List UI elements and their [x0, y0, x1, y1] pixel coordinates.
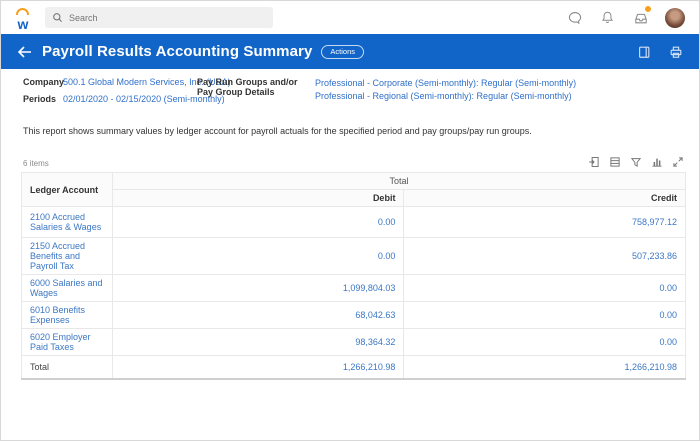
credit-value: 0.00	[403, 274, 686, 302]
filter-button[interactable]	[630, 156, 642, 168]
workday-logo-letter: w	[17, 15, 29, 32]
total-row-label: Total	[21, 355, 113, 379]
grid-view-button[interactable]	[609, 156, 621, 168]
inbox-badge	[644, 5, 652, 13]
paygroups-label: Pay Run Groups and/or Pay Group Details	[197, 77, 298, 97]
debit-value: 0.00	[111, 206, 405, 238]
credit-value: 507,233.86	[403, 237, 686, 275]
actions-button[interactable]: Actions	[321, 44, 365, 59]
company-label: Company	[23, 77, 65, 87]
grid-icon	[610, 157, 620, 167]
expand-button[interactable]	[672, 156, 684, 168]
debit-value: 98,364.32	[111, 328, 405, 356]
filter-icon	[630, 158, 642, 167]
print-button[interactable]	[668, 44, 684, 60]
top-bar: w	[1, 1, 699, 34]
credit-value: 758,977.12	[403, 206, 686, 238]
app-bar: Payroll Results Accounting Summary Actio…	[1, 34, 699, 69]
periods-label: Periods	[23, 94, 57, 104]
print-icon	[670, 46, 682, 58]
total-credit-value: 1,266,210.98	[403, 355, 686, 379]
debit-value: 1,099,804.03	[111, 274, 405, 302]
export-button[interactable]	[636, 44, 652, 60]
debit-value: 68,042.63	[111, 301, 405, 329]
payroll-summary-table: Ledger Account Total Debit Credit 2100 A…	[21, 172, 687, 380]
back-icon[interactable]	[16, 44, 32, 60]
credit-value: 0.00	[403, 328, 686, 356]
credit-value: 0.00	[403, 301, 686, 329]
paygroup-link-1[interactable]: Professional - Corporate (Semi-monthly):…	[315, 78, 577, 88]
search-icon	[53, 13, 63, 23]
table-row: 6010 Benefits Expenses 68,042.63 0.00	[21, 301, 686, 329]
workday-logo[interactable]: w	[13, 7, 33, 32]
profile-avatar[interactable]	[665, 7, 685, 28]
export-icon	[639, 46, 650, 58]
chat-icon	[568, 11, 581, 24]
grid-toolbar: 6 items	[23, 156, 684, 168]
company-link[interactable]: 500.1 Global Modern Services, Inc. (USA)	[63, 77, 231, 87]
column-header-total: Total	[111, 172, 687, 190]
global-search[interactable]	[45, 7, 273, 28]
ledger-account-link[interactable]: 2150 Accrued Benefits and Payroll Tax	[21, 237, 113, 275]
table-row: 6000 Salaries and Wages 1,099,804.03 0.0…	[21, 274, 686, 302]
chart-button[interactable]	[651, 156, 663, 168]
inbox-icon	[634, 13, 647, 23]
paygroup-link-2[interactable]: Professional - Regional (Semi-monthly): …	[315, 91, 572, 101]
search-input[interactable]	[45, 7, 273, 28]
column-header-ledger-account: Ledger Account	[21, 172, 113, 207]
top-bar-icons	[566, 5, 685, 28]
expand-icon	[673, 157, 683, 167]
ledger-account-link[interactable]: 6000 Salaries and Wages	[21, 274, 113, 302]
table-row: 2100 Accrued Salaries & Wages 0.00 758,9…	[21, 206, 686, 238]
ledger-account-link[interactable]: 6010 Benefits Expenses	[21, 301, 113, 329]
notifications-button[interactable]	[599, 9, 616, 26]
export-excel-button[interactable]	[588, 156, 600, 168]
total-debit-value: 1,266,210.98	[111, 355, 405, 379]
ledger-account-link[interactable]: 2100 Accrued Salaries & Wages	[21, 206, 113, 238]
table-row: 6020 Employer Paid Taxes 98,364.32 0.00	[21, 328, 686, 356]
column-header-credit: Credit	[403, 189, 686, 207]
inbox-button[interactable]	[632, 5, 652, 26]
debit-value: 0.00	[111, 237, 405, 275]
workday-logo-arc	[16, 7, 29, 15]
page-title: Payroll Results Accounting Summary	[42, 43, 313, 60]
ledger-account-link[interactable]: 6020 Employer Paid Taxes	[21, 328, 113, 356]
report-description: This report shows summary values by ledg…	[23, 126, 532, 136]
chart-icon	[652, 158, 662, 167]
periods-link[interactable]: 02/01/2020 - 02/15/2020 (Semi-monthly)	[63, 94, 225, 104]
chat-button[interactable]	[566, 9, 583, 26]
items-count: 6 items	[23, 159, 49, 168]
table-row: 2150 Accrued Benefits and Payroll Tax 0.…	[21, 237, 686, 275]
bell-icon	[602, 11, 613, 24]
report-criteria: Company 500.1 Global Modern Services, In…	[1, 69, 699, 111]
column-header-debit: Debit	[111, 189, 405, 207]
export-excel-icon	[589, 157, 599, 167]
table-total-row: Total 1,266,210.98 1,266,210.98	[21, 355, 686, 379]
